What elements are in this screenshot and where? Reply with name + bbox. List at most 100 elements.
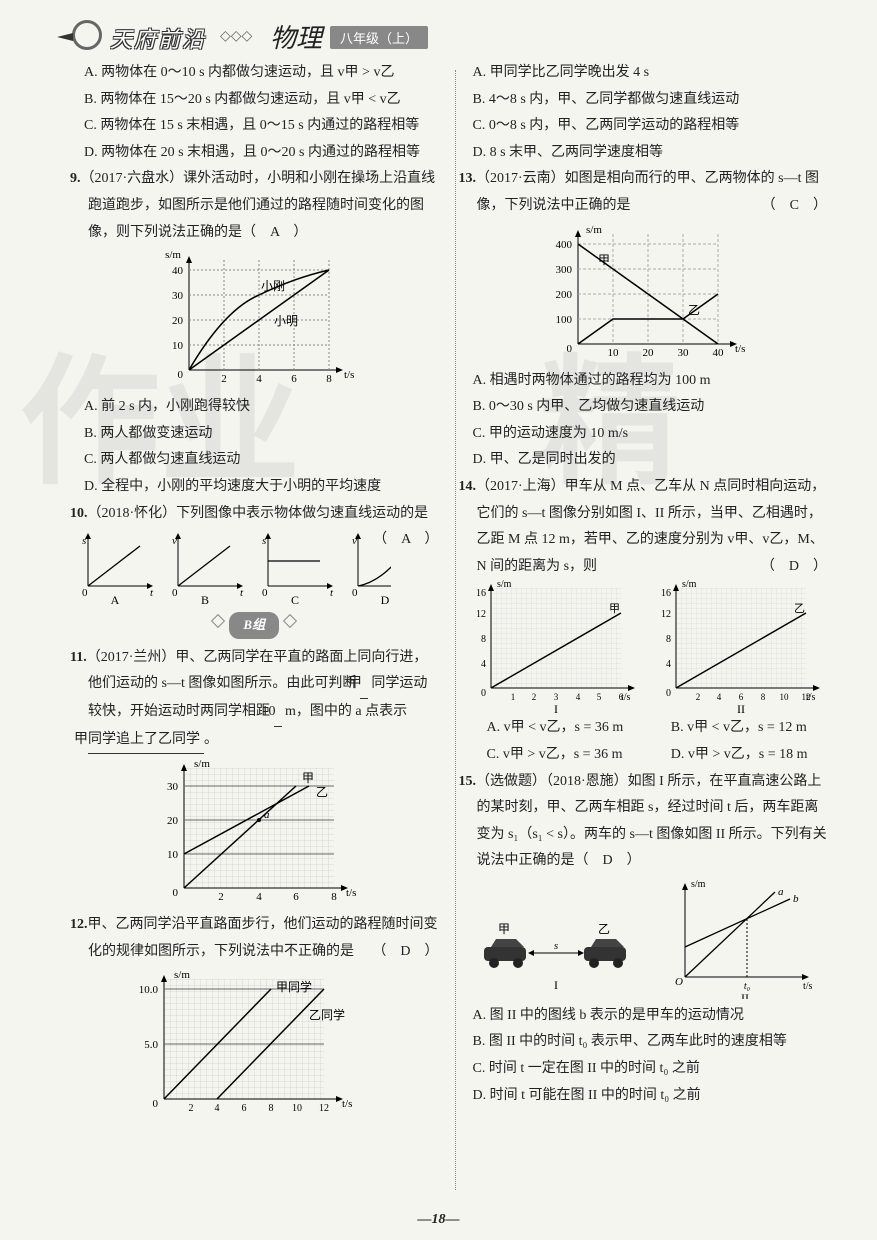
svg-text:8: 8	[327, 373, 333, 385]
svg-text:300: 300	[555, 264, 572, 276]
q13-chart-svg: s/mt/s 0 100200300400 10203040 甲乙	[538, 224, 748, 364]
q9-stem: 9.（2017·六盘水）课外活动时，小明和小刚在操场上沿直线跑道跑步，如图所示是…	[70, 166, 439, 246]
q10-answer: （ A ）	[391, 527, 438, 554]
svg-text:a: a	[778, 886, 784, 898]
svg-text:5.0: 5.0	[145, 1039, 159, 1051]
q14-option-c: C. v甲 > v乙，s = 36 m	[459, 742, 643, 769]
q13-option-b: B. 0～30 s 内甲、乙均做匀速直线运动	[459, 394, 828, 421]
svg-text:a: a	[264, 809, 270, 821]
svg-text:s/m: s/m	[586, 224, 602, 236]
svg-text:D: D	[381, 593, 390, 606]
q9-num: 9.	[70, 171, 81, 186]
svg-text:t/s: t/s	[344, 369, 354, 381]
svg-text:10: 10	[607, 347, 619, 359]
q8-option-d: D. 两物体在 20 s 末相遇，且 0～20 s 内通过的路程相等	[70, 140, 439, 167]
svg-text:甲同学: 甲同学	[276, 979, 312, 994]
q11-blank1: 甲	[360, 671, 368, 699]
q11-num: 11.	[70, 650, 87, 665]
svg-text:200: 200	[555, 289, 572, 301]
svg-text:2: 2	[532, 692, 537, 702]
svg-text:s/m: s/m	[194, 758, 210, 770]
q8-option-b: B. 两物体在 15～20 s 内都做匀速运动，且 v甲 < v乙	[70, 87, 439, 114]
svg-text:O: O	[675, 976, 683, 988]
svg-text:30: 30	[677, 347, 689, 359]
q9-option-b: B. 两人都做变速运动	[70, 421, 439, 448]
q14-chart2-svg: s/mt/s 0 481216 24681012 乙 II	[648, 580, 823, 715]
q14-options: A. v甲 < v乙，s = 36 m B. v甲 < v乙，s = 12 m …	[459, 715, 828, 768]
q15-option-b: B. 图 II 中的时间 t₀ 表示甲、乙两车此时的速度相等	[459, 1029, 828, 1056]
q9-option-d: D. 全程中，小刚的平均速度大于小明的平均速度	[70, 474, 439, 501]
svg-text:I: I	[554, 978, 558, 992]
q12-stem: 12.甲、乙两同学沿平直路面步行，他们运动的路程随时间变化的规律如图所示，下列说…	[70, 912, 439, 965]
q11-end: 。	[204, 732, 218, 747]
q15-figures: 甲 乙 s I s/mt/s O a b t	[459, 879, 828, 999]
q15-option-d: D. 时间 t 可能在图 II 中的时间 t₀ 之前	[459, 1083, 828, 1110]
q8-option-c: C. 两物体在 15 s 末相遇，且 0～15 s 内通过的路程相等	[70, 113, 439, 140]
q14-chart1-svg: s/mt/s 0 481216 123456 甲 I	[463, 580, 638, 715]
q12-chart: s/mt/s 0 5.010.0 24681012 甲同学乙同学	[70, 969, 439, 1119]
svg-text:s/m: s/m	[174, 969, 190, 981]
svg-text:6: 6	[292, 373, 298, 385]
svg-text:甲: 甲	[498, 922, 510, 936]
svg-text:2: 2	[696, 692, 701, 702]
svg-text:6: 6	[619, 692, 624, 702]
svg-text:0: 0	[153, 1098, 159, 1110]
svg-text:8: 8	[481, 634, 486, 645]
q12-answer: （ D ）	[390, 939, 438, 966]
q15-chart2-svg: s/mt/s O a b t₀ II	[660, 879, 820, 999]
svg-text:甲: 甲	[302, 771, 314, 785]
grade-badge: 八年级（上）	[330, 26, 428, 49]
svg-text:s/m: s/m	[165, 250, 181, 261]
q10-stem: 10.（2018·怀化）下列图像中表示物体做匀速直线运动的是（ A ）	[70, 501, 439, 528]
q10-text: （2018·怀化）下列图像中表示物体做匀速直线运动的是	[88, 506, 429, 521]
logo-icon	[72, 20, 102, 50]
svg-text:甲: 甲	[598, 253, 610, 267]
q13-option-a: A. 相遇时两物体通过的路程均为 100 m	[459, 368, 828, 395]
svg-text:s: s	[262, 535, 266, 547]
svg-text:8: 8	[666, 634, 671, 645]
q12-chart-svg: s/mt/s 0 5.010.0 24681012 甲同学乙同学	[124, 969, 384, 1119]
svg-text:12: 12	[801, 692, 810, 702]
svg-text:乙: 乙	[316, 785, 328, 799]
svg-text:16: 16	[661, 588, 671, 599]
q11-chart-svg: s/mt/s 0 102030 2468 甲乙 a	[149, 758, 359, 908]
svg-text:I: I	[554, 702, 558, 715]
car-icon	[584, 939, 626, 968]
svg-text:t: t	[240, 587, 244, 599]
q9-option-c: C. 两人都做匀速直线运动	[70, 447, 439, 474]
svg-text:小刚: 小刚	[261, 279, 285, 293]
svg-text:1: 1	[511, 692, 516, 702]
svg-text:2: 2	[219, 891, 225, 903]
car-icon	[484, 939, 526, 968]
svg-text:4: 4	[215, 1103, 220, 1114]
svg-text:B: B	[201, 593, 209, 606]
svg-text:乙: 乙	[794, 602, 805, 615]
svg-text:b: b	[793, 893, 799, 905]
svg-text:0: 0	[173, 887, 179, 899]
q14-option-a: A. v甲 < v乙，s = 36 m	[459, 715, 643, 742]
svg-text:0: 0	[666, 688, 671, 699]
svg-text:乙: 乙	[688, 303, 700, 317]
svg-text:3: 3	[554, 692, 559, 702]
svg-text:4: 4	[481, 659, 486, 670]
svg-text:0: 0	[262, 587, 268, 599]
svg-text:t/s: t/s	[346, 887, 356, 899]
svg-text:12: 12	[476, 609, 486, 620]
svg-text:10: 10	[167, 849, 179, 861]
svg-text:12: 12	[319, 1103, 329, 1114]
q13-num: 13.	[459, 171, 477, 186]
q14-stem: 14.（2017·上海）甲车从 M 点、乙车从 N 点同时相向运动，它们的 s—…	[459, 474, 828, 580]
svg-text:0: 0	[178, 369, 184, 381]
svg-text:0: 0	[82, 587, 88, 599]
q11-mid2: m，图中的 a 点表示	[285, 704, 407, 719]
svg-text:小明: 小明	[274, 314, 298, 328]
q11-blank2: 10	[274, 699, 282, 727]
q12-option-a: A. 甲同学比乙同学晚出发 4 s	[459, 60, 828, 87]
svg-text:s/m: s/m	[497, 580, 512, 590]
left-column: A. 两物体在 0～10 s 内都做匀速运动，且 v甲 > v乙 B. 两物体在…	[70, 60, 439, 1123]
svg-text:10: 10	[292, 1103, 302, 1114]
q14-num: 14.	[459, 479, 477, 494]
svg-text:12: 12	[661, 609, 671, 620]
svg-text:6: 6	[242, 1103, 247, 1114]
q12-option-d: D. 8 s 末甲、乙两同学速度相等	[459, 140, 828, 167]
